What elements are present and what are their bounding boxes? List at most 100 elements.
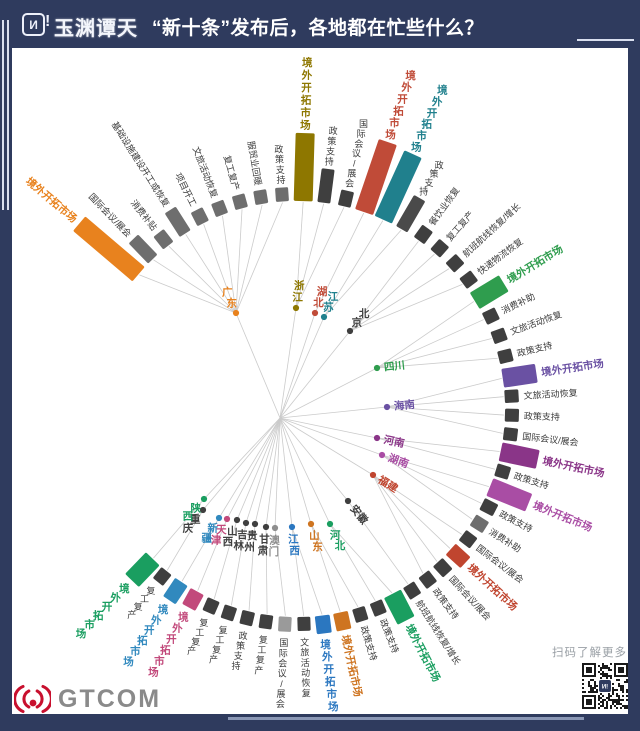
ring-bar [502,427,519,442]
ring-bar-label-char: 场 [123,655,134,668]
province-label-char: 重 [190,513,201,526]
ring-bar [501,364,538,388]
province-bar-line [197,518,228,591]
decor-line-left-1 [2,20,4,210]
decor-line-bottom [228,717,584,720]
ring-bar-label-char: 拓 [93,609,104,622]
province-label-char: 甘 [259,532,270,545]
ring-bar [165,207,191,237]
province-bar-line [381,454,473,520]
ring-bar-label-char: 拓 [160,643,171,656]
province-dot [344,497,352,505]
ring-bar [490,327,508,344]
province-label-char: 江 [288,532,299,545]
brand-badge-bang: ! [45,13,51,30]
ring-bar [504,408,520,422]
ring-bar-label: 消费补助 [499,290,536,315]
province-label-char: 庆 [182,522,194,535]
ring-bar-label-char: 场 [328,700,339,713]
ring-bar [202,597,220,615]
province-bar-line [386,378,502,408]
hub-province-line [279,367,378,419]
hub-province-line [254,417,281,525]
hub-province-line [202,417,281,511]
province-label-char: 广 [222,286,233,299]
ring-bar [375,150,422,224]
ring-bar-label-char: 支 [424,177,433,188]
ring-bar [497,348,514,364]
ring-bar-label: 消费补贴 [129,197,160,232]
province-bar-line [349,241,419,332]
ring-bar-label-char: 外 [301,69,313,82]
hub-province-line [274,417,281,529]
ring-bar-label: 政策支持 [516,339,554,358]
ring-bar-label-char: 国 [359,119,368,129]
province-bar-line [139,274,237,314]
ring-bar-label-char: 外 [400,81,412,94]
ring-bar-label-char: 开 [166,633,177,645]
province-label-char: 山 [227,525,238,538]
ring-bar-label-char: 支 [276,164,285,175]
hub-province-line [279,417,293,528]
province-label-char: 湖 [317,285,328,298]
province-label: 福建 [375,473,401,496]
ring-bar-label-char: 开 [301,82,312,94]
province-bar-line [181,517,220,582]
hub-province-line [203,417,281,500]
ring-bar-label-char: 会 [345,178,354,189]
ring-bar-label-char: 复 [134,601,143,612]
ring-bar [253,189,269,205]
province-bar-line [235,204,263,314]
ring-bar-label-char: 开 [323,664,334,676]
province-label-char: 贵 [247,529,258,542]
province-bar-line [381,454,490,487]
province-dot [373,434,381,442]
ring-bar [370,599,387,617]
hub-province-line [279,417,312,525]
ring-bar-label-char: 产 [127,609,136,620]
province-bar-line [153,259,237,314]
hub-province-line [279,417,378,439]
province-dot [232,309,240,317]
ring-bar-label: 复工复产 [444,209,476,243]
province-bar-line [381,454,482,504]
qr-code: И! [582,663,628,709]
ring-bar [125,552,159,587]
ring-bar-label-char: 会 [354,138,363,149]
ring-bar-label-char: 会 [278,657,287,668]
hub-province-line [279,417,349,502]
province-dot [215,514,223,522]
province-bar-line [323,220,384,318]
ring-bar [232,193,248,210]
province-label-char: 州 [243,541,255,553]
ring-bar-label-char: 复 [219,624,228,635]
ring-bar-label: 政策支持 [359,624,380,662]
province-label: 湖南 [386,451,411,471]
ring-bar [355,139,397,215]
province-dot [320,313,328,321]
ring-bar-label-char: 展 [276,689,285,699]
ring-bar [275,187,289,202]
ring-bar-label-char: 持 [276,174,285,185]
ring-bar [470,514,489,533]
ring-bar-label-char: 产 [187,645,196,656]
ring-bar-label-char: 拓 [325,675,336,688]
ring-bar-label-char: 境 [405,69,416,82]
ring-bar-label: 文旅活动恢复 [523,387,578,401]
ring-bar-label-char: 际 [357,129,366,139]
ring-bar-label-char: 场 [148,665,159,678]
qr-center-logo: И! [602,685,608,691]
ring-bar [384,590,415,625]
province-bar-line [295,203,325,309]
ring-bar [297,616,311,632]
ring-bar-label-char: 开 [397,93,408,105]
ring-bar [446,544,470,568]
ring-bar-label-char: 活 [301,657,310,668]
ring-bar-label-char: 外 [171,621,183,634]
ring-bar-label-char: 境 [119,582,130,595]
ring-bar-label-char: 策 [236,640,245,651]
ring-bar-label: 服贸业回暖 [246,140,264,186]
brand-badge-icon: И [22,13,45,36]
province-dot [271,524,279,532]
